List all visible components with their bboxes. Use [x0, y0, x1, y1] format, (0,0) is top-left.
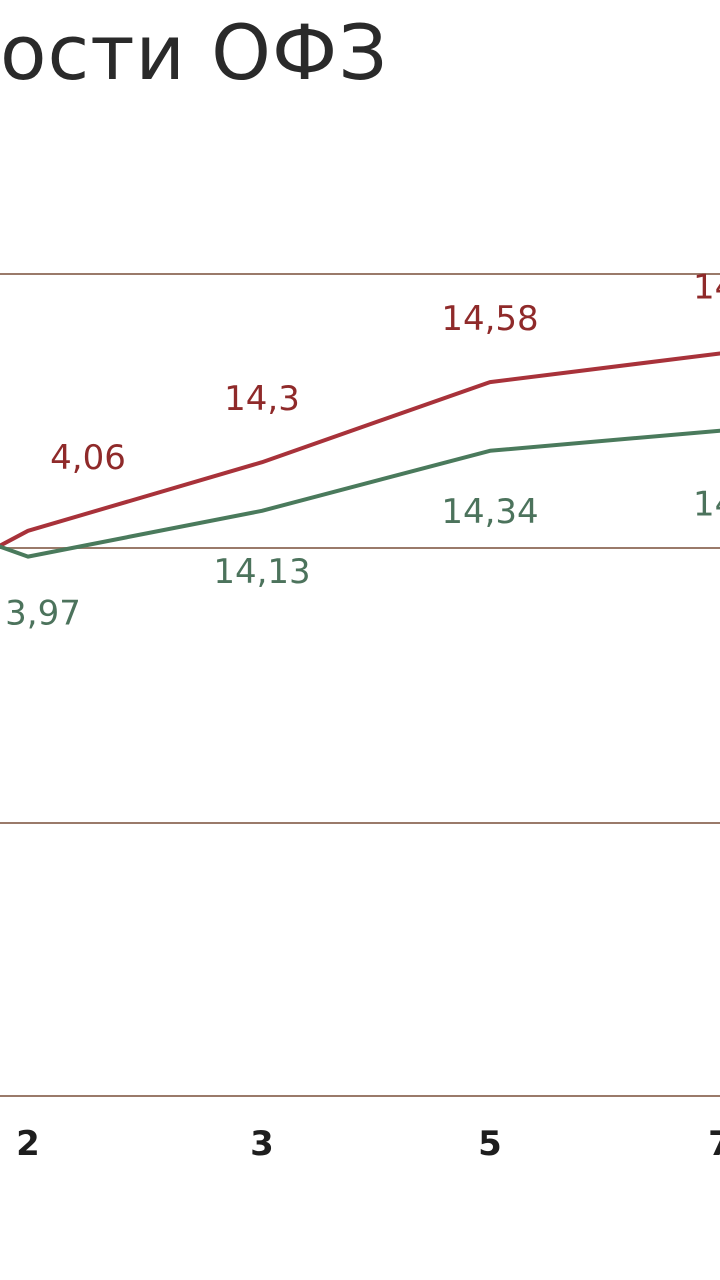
- x-tick-7: 7: [708, 1124, 720, 1164]
- data-label-0-2: 14,58: [441, 299, 538, 339]
- chart-title: ости ОФЗ: [0, 8, 389, 97]
- series-line-1: [0, 428, 720, 559]
- data-label-1-1: 14,13: [213, 552, 310, 592]
- x-tick-2: 2: [16, 1124, 40, 1164]
- data-label-0-0: 4,06: [50, 438, 126, 478]
- data-label-0-3: 14,: [693, 268, 720, 308]
- x-tick-3: 3: [250, 1124, 274, 1164]
- data-label-0-1: 14,3: [224, 379, 300, 419]
- data-label-1-3: 14,: [693, 485, 720, 525]
- data-label-1-2: 14,34: [441, 492, 538, 532]
- series-line-0: [0, 351, 720, 548]
- x-tick-5: 5: [478, 1124, 502, 1164]
- data-label-1-0: 3,97: [5, 594, 81, 634]
